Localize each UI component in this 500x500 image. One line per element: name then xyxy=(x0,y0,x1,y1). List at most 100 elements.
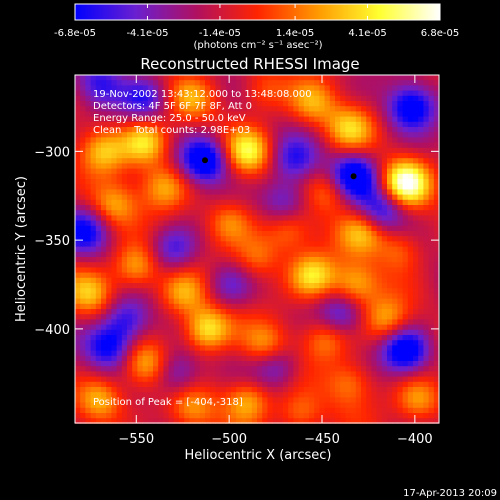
heatmap-cell xyxy=(303,80,310,86)
heatmap-cell xyxy=(257,418,263,424)
heatmap-cell xyxy=(158,132,164,138)
heatmap-cell xyxy=(106,387,112,393)
heatmap-cell xyxy=(402,366,409,372)
heatmap-cell xyxy=(257,277,263,284)
heatmap-cell xyxy=(231,345,237,351)
heatmap-cell xyxy=(309,106,315,112)
heatmap-cell xyxy=(132,392,138,398)
heatmap-cell xyxy=(288,402,294,409)
heatmap-cell xyxy=(106,153,112,159)
heatmap-cell xyxy=(210,361,216,367)
heatmap-cell xyxy=(168,106,175,112)
heatmap-cell xyxy=(137,116,143,123)
heatmap-cell xyxy=(283,215,289,221)
heatmap-cell xyxy=(324,111,331,117)
heatmap-cell xyxy=(340,272,346,279)
heatmap-cell xyxy=(418,397,424,403)
heatmap-cell xyxy=(283,111,289,117)
heatmap-cell xyxy=(220,309,227,315)
heatmap-cell xyxy=(106,179,112,185)
heatmap-cell xyxy=(153,189,159,195)
heatmap-cell xyxy=(272,251,279,258)
heatmap-cell xyxy=(381,106,388,112)
heatmap-cell xyxy=(241,199,247,206)
heatmap-cell xyxy=(199,132,206,138)
heatmap-cell xyxy=(303,340,310,346)
heatmap-cell xyxy=(267,95,273,102)
heatmap-cell xyxy=(397,121,403,128)
heatmap-cell xyxy=(335,147,341,154)
heatmap-cell xyxy=(132,345,138,351)
heatmap-cell xyxy=(381,303,388,310)
heatmap-cell xyxy=(319,179,325,185)
heatmap-cell xyxy=(90,189,97,195)
heatmap-cell xyxy=(142,361,149,367)
heatmap-cell xyxy=(293,205,299,211)
heatmap-cell xyxy=(303,173,310,180)
heatmap-cell xyxy=(376,335,383,341)
heatmap-cell xyxy=(142,215,149,221)
heatmap-cell xyxy=(194,184,201,190)
heatmap-cell xyxy=(199,298,206,305)
heatmap-cell xyxy=(371,210,377,216)
heatmap-cell xyxy=(298,309,305,315)
heatmap-cell xyxy=(85,392,91,398)
heatmap-cell xyxy=(413,345,419,351)
heatmap-cell xyxy=(236,407,242,414)
heatmap-cell xyxy=(75,345,81,351)
heatmap-cell xyxy=(163,257,169,263)
heatmap-cell xyxy=(329,272,336,279)
heatmap-cell xyxy=(101,257,107,263)
heatmap-cell xyxy=(283,106,289,112)
heatmap-cell xyxy=(173,371,180,377)
heatmap-cell xyxy=(272,293,279,299)
heatmap-cell xyxy=(142,345,149,351)
heatmap-cell xyxy=(324,366,331,372)
heatmap-cell xyxy=(95,277,102,284)
heatmap-cell xyxy=(309,355,315,362)
heatmap-cell xyxy=(147,173,154,180)
heatmap-cell xyxy=(80,381,86,388)
heatmap-cell xyxy=(262,241,268,247)
heatmap-cell xyxy=(423,402,429,409)
heatmap-cell xyxy=(262,350,268,357)
heatmap-cell xyxy=(283,132,289,138)
heatmap-cell xyxy=(75,189,81,195)
heatmap-cell xyxy=(85,267,91,273)
heatmap-cell xyxy=(236,262,242,268)
colorbar-tick-label: 1.4e-05 xyxy=(276,28,314,39)
heatmap-cell xyxy=(324,231,331,237)
heatmap-cell xyxy=(147,345,154,351)
annotation-detectors: Detectors: 4F 5F 6F 7F 8F, Att 0 xyxy=(93,101,252,112)
heatmap-cell xyxy=(262,257,268,263)
heatmap-cell xyxy=(147,168,154,175)
heatmap-cell xyxy=(246,168,253,175)
heatmap-cell xyxy=(101,116,107,123)
heatmap-cell xyxy=(127,402,133,409)
heatmap-cell xyxy=(376,397,383,403)
heatmap-cell xyxy=(147,355,154,362)
heatmap-cell xyxy=(80,220,86,227)
heatmap-cell xyxy=(205,147,211,154)
heatmap-cell xyxy=(80,137,86,143)
heatmap-cell xyxy=(163,189,169,195)
heatmap-cell xyxy=(205,199,211,206)
heatmap-cell xyxy=(199,163,206,169)
heatmap-cell xyxy=(168,111,175,117)
heatmap-cell xyxy=(116,205,123,211)
heatmap-cell xyxy=(137,413,143,419)
heatmap-cell xyxy=(246,314,253,320)
heatmap-cell xyxy=(80,371,86,377)
heatmap-cell xyxy=(236,267,242,273)
heatmap-cell xyxy=(381,80,388,86)
heatmap-cell xyxy=(413,241,419,247)
heatmap-cell xyxy=(397,314,403,320)
heatmap-cell xyxy=(163,231,169,237)
heatmap-cell xyxy=(433,418,440,424)
heatmap-cell xyxy=(329,267,336,273)
heatmap-cell xyxy=(199,283,206,289)
heatmap-cell xyxy=(210,241,216,247)
heatmap-cell xyxy=(309,95,315,102)
heatmap-cell xyxy=(85,215,91,221)
heatmap-cell xyxy=(246,355,253,362)
